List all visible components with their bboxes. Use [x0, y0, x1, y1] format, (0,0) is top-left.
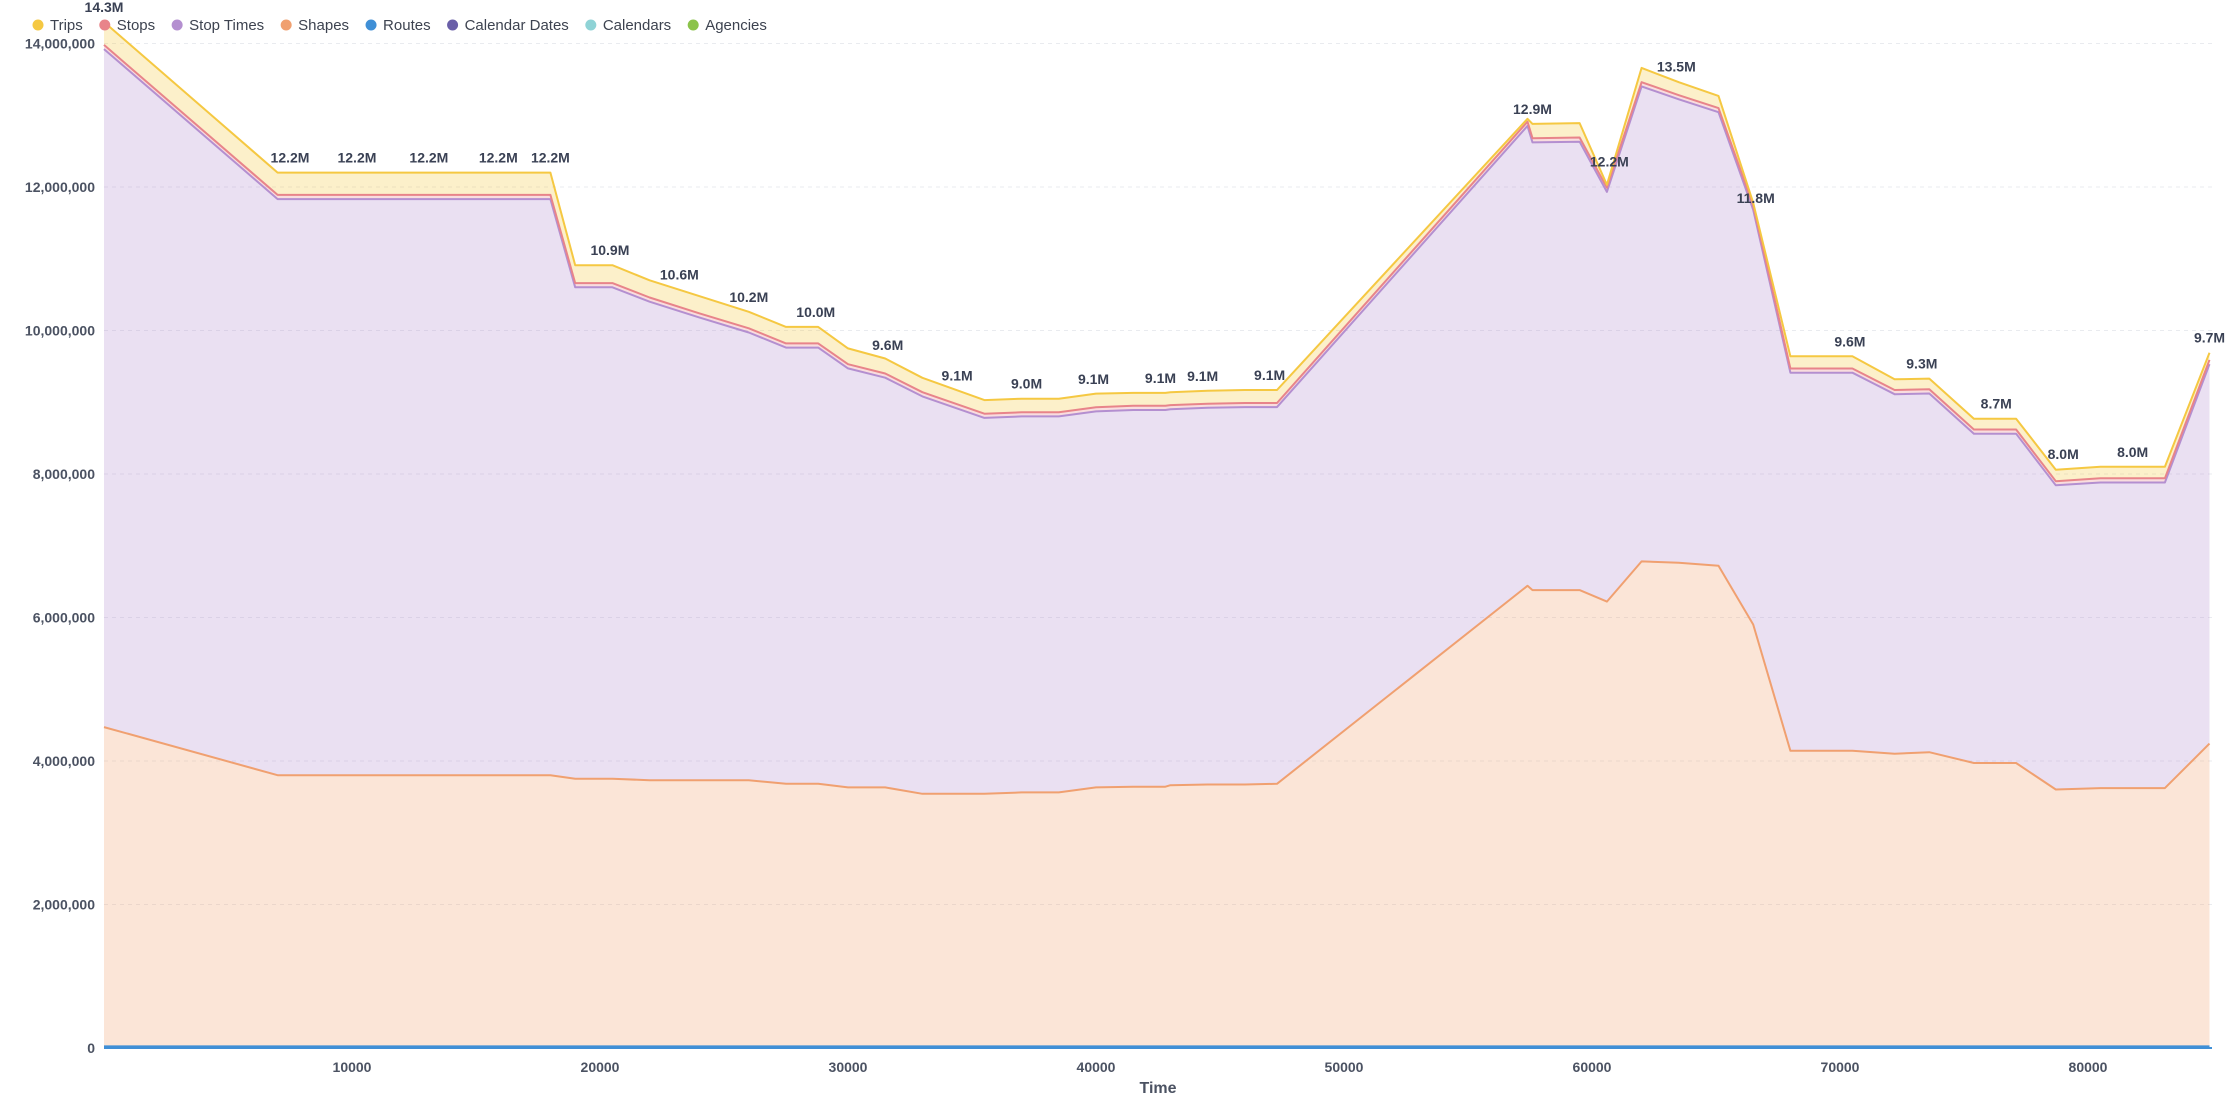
legend-item-shapes[interactable]: Shapes [280, 17, 349, 34]
data-label: 9.1M [1145, 370, 1176, 386]
legend: Trips Stops Stop Times Shapes Routes Calendar… [32, 17, 767, 34]
area-shapes [104, 561, 2210, 1047]
data-label: 9.1M [942, 367, 973, 383]
y-tick-label: 6,000,000 [33, 610, 95, 626]
legend-label: Calendars [603, 17, 671, 34]
x-tick-label: 70000 [1821, 1059, 1860, 1075]
data-label: 9.6M [872, 337, 903, 353]
data-label: 12.9M [1513, 101, 1552, 117]
data-label: 12.2M [479, 150, 518, 166]
y-tick-label: 12,000,000 [25, 179, 95, 195]
x-tick-label: 50000 [1325, 1059, 1364, 1075]
legend-marker [171, 19, 183, 31]
data-label: 14.3M [85, 0, 124, 15]
legend-item-routes[interactable]: Routes [365, 17, 431, 34]
data-label: 12.2M [271, 150, 310, 166]
data-label: 9.1M [1187, 368, 1218, 384]
line-stops [103, 44, 2211, 483]
legend-label: Agencies [705, 17, 767, 34]
legend-label: Shapes [298, 17, 349, 34]
data-label: 9.3M [1906, 356, 1937, 372]
data-label: 12.2M [337, 150, 376, 166]
legend-item-agencies[interactable]: Agencies [687, 17, 767, 34]
data-label: 9.1M [1254, 367, 1285, 383]
line-trips [103, 21, 2211, 471]
data-label: 9.6M [1834, 333, 1865, 349]
x-tick-label: 60000 [1573, 1059, 1612, 1075]
legend-item-stops[interactable]: Stops [99, 17, 155, 34]
legend-marker [280, 19, 292, 31]
y-tick-label: 14,000,000 [25, 36, 95, 52]
series-areas [104, 22, 2210, 1048]
legend-label: Routes [383, 17, 431, 34]
legend-item-calendars[interactable]: Calendars [585, 17, 671, 34]
legend-item-trips[interactable]: Trips [32, 17, 83, 34]
y-tick-label: 4,000,000 [33, 753, 95, 769]
legend-label: Calendar Dates [465, 17, 569, 34]
legend-label: Trips [50, 17, 83, 34]
x-tick-label: 40000 [1077, 1059, 1116, 1075]
legend-marker [687, 19, 699, 31]
y-tick-label: 10,000,000 [25, 323, 95, 339]
x-axis: 10000 20000 30000 40000 50000 60000 70000 80000 [104, 1047, 2212, 1075]
legend-marker [99, 19, 111, 31]
data-label: 12.2M [1590, 153, 1629, 169]
data-label: 10.9M [590, 242, 629, 258]
area-stop-times [104, 49, 2210, 794]
legend-marker [447, 19, 459, 31]
data-label: 8.7M [1981, 396, 2012, 412]
x-tick-label: 80000 [2069, 1059, 2108, 1075]
y-tick-label: 2,000,000 [33, 897, 95, 913]
data-label: 13.5M [1657, 58, 1696, 74]
y-tick-label: 0 [87, 1040, 95, 1056]
data-label: 10.2M [729, 289, 768, 305]
data-label: 8.0M [2117, 444, 2148, 460]
legend-label: Stops [117, 17, 155, 34]
data-labels: 14.3M 12.2M 12.2M 12.2M 12.2M 12.2M 10.9M 10.6M… [85, 0, 2226, 462]
legend-item-stop-times[interactable]: Stop Times [171, 17, 265, 34]
data-label: 9.1M [1078, 371, 1109, 387]
data-label: 12.2M [409, 150, 448, 166]
x-axis-title: Time [1139, 1080, 1176, 1097]
data-label: 10.6M [660, 267, 699, 283]
x-tick-label: 30000 [829, 1059, 868, 1075]
data-label: 11.8M [1737, 190, 1775, 206]
data-label: 10.0M [796, 304, 835, 320]
y-tick-label: 8,000,000 [33, 466, 95, 482]
data-label: 9.0M [1011, 376, 1042, 392]
legend-item-calendar-dates[interactable]: Calendar Dates [447, 17, 569, 34]
legend-label: Stop Times [189, 17, 264, 34]
data-label: 8.0M [2048, 446, 2079, 462]
x-tick-label: 20000 [581, 1059, 620, 1075]
data-label: 9.7M [2194, 330, 2225, 346]
legend-marker [585, 19, 597, 31]
x-tick-label: 10000 [333, 1059, 372, 1075]
legend-marker [365, 19, 377, 31]
line-shapes [103, 560, 2211, 795]
line-stop-times [103, 48, 2211, 487]
legend-marker [32, 19, 44, 31]
data-label: 12.2M [531, 150, 570, 166]
y-axis: 0 2,000,000 4,000,000 6,000,000 8,000,000 10,… [25, 36, 95, 1056]
